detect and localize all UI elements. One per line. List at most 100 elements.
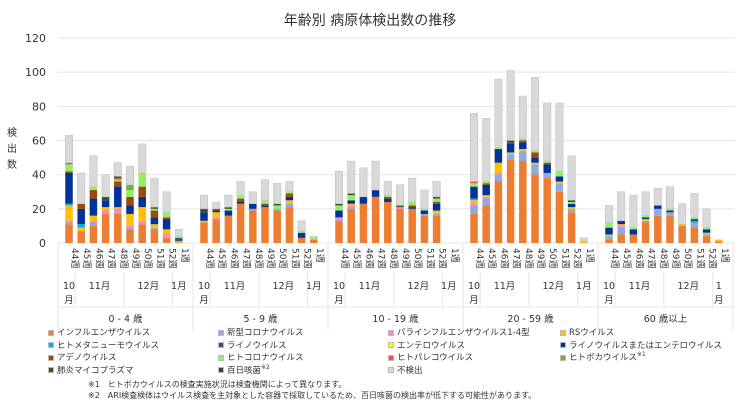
- x-tick-label: 51週: [424, 248, 435, 268]
- legend-swatch: [560, 329, 566, 336]
- bar-segment: [506, 154, 515, 160]
- bar-segment: [543, 172, 551, 179]
- bar-segment: [101, 174, 110, 198]
- month-label: 12月: [137, 281, 160, 292]
- bar-segment: [114, 181, 122, 187]
- legend-item: 新型コロナウイルス: [218, 326, 304, 338]
- x-tick-label: 52週: [302, 248, 313, 268]
- bar-segment: [678, 224, 686, 226]
- bar-segment: [555, 183, 564, 192]
- legend: インフルエンザウイルス 新型コロナウイルス パラインフルエンザウイルス1-4型 RSウ…: [0, 326, 740, 376]
- legend-label: ヒトパレコウイルス: [397, 353, 474, 363]
- bar-segment: [678, 225, 686, 243]
- legend-item: 百日咳菌※2: [218, 364, 270, 376]
- bar-segment: [77, 224, 85, 228]
- month-label: 1月: [171, 281, 187, 292]
- month-label: 1月: [441, 281, 457, 292]
- bar-segment: [126, 213, 134, 226]
- x-tick-label: 48週: [658, 248, 669, 268]
- x-tick-label: 44週: [69, 248, 80, 268]
- legend-item: ヒトコロナウイルス: [218, 351, 304, 363]
- bar-segment: [384, 198, 392, 202]
- bar-segment: [212, 212, 220, 218]
- bar-segment: [690, 220, 699, 223]
- bar-segment: [261, 200, 269, 204]
- x-tick-label: 52週: [572, 248, 583, 268]
- bar-segment: [212, 217, 220, 220]
- bar-segment: [114, 178, 122, 180]
- bar-segment: [138, 224, 146, 243]
- bar-segment: [335, 210, 343, 218]
- legend-swatch: [218, 329, 224, 336]
- x-tick-label: 50週: [277, 248, 288, 268]
- bar-segment: [77, 231, 85, 243]
- x-tick-label: 49週: [265, 248, 276, 268]
- x-tick-label: 51週: [154, 248, 165, 268]
- legend-note: ※1: [637, 351, 646, 359]
- bar-segment: [470, 213, 478, 243]
- bar-segment: [261, 203, 269, 206]
- bar-segment: [371, 160, 380, 191]
- legend-label: ヒトコロナウイルス: [227, 353, 304, 363]
- bar-segment: [236, 202, 245, 204]
- x-tick-label: 50週: [682, 248, 693, 268]
- bar-segment: [150, 224, 159, 228]
- bar-segment: [297, 231, 306, 233]
- x-tick-label: 47週: [241, 248, 252, 268]
- month-label: 1月: [576, 281, 592, 292]
- bar-segment: [702, 234, 711, 237]
- bar-segment: [162, 219, 171, 230]
- bar-segment: [89, 225, 98, 243]
- bar-segment: [567, 155, 576, 201]
- x-tick-label: 46週: [633, 248, 644, 268]
- bar-segment: [629, 234, 638, 243]
- bar-segment: [482, 183, 490, 185]
- bar-segment: [347, 200, 355, 204]
- x-tick-label: 48週: [118, 248, 129, 268]
- bar-segment: [506, 159, 515, 243]
- bar-segment: [101, 213, 110, 243]
- bar-segment: [555, 191, 564, 243]
- bar-segment: [494, 174, 503, 182]
- bar-segment: [65, 135, 73, 163]
- bar-segment: [224, 207, 233, 209]
- bar-segment: [174, 229, 183, 237]
- bar-segment: [531, 157, 539, 163]
- bar-segment: [150, 210, 159, 218]
- bar-segment: [482, 196, 490, 199]
- x-tick-label: 50週: [412, 248, 423, 268]
- bar-segment: [605, 227, 613, 235]
- bar-segment: [531, 152, 539, 158]
- legend-label: アデノウイルス: [57, 353, 117, 363]
- bar-segment: [236, 181, 245, 196]
- bar-segment: [150, 227, 159, 230]
- bar-segment: [138, 172, 146, 187]
- legend-swatch: [388, 367, 394, 373]
- bar-segment: [494, 162, 503, 173]
- x-tick-label: 49週: [400, 248, 411, 268]
- bar-segment: [519, 161, 527, 243]
- legend-item: エンテロウイルス: [388, 339, 465, 351]
- x-tick-label: 44週: [204, 248, 215, 268]
- bar-segment: [482, 195, 490, 197]
- bar-segment: [494, 78, 503, 148]
- bar-segment: [641, 191, 650, 216]
- x-tick-label: 52週: [437, 248, 448, 268]
- x-tick-label: 45週: [216, 248, 227, 268]
- bar-segment: [150, 229, 159, 243]
- bar-segment: [236, 198, 245, 202]
- bar-segment: [224, 194, 233, 208]
- bar-segment: [212, 201, 221, 210]
- bar-segment: [236, 195, 245, 199]
- x-tick-label: 49週: [535, 248, 546, 268]
- legend-label: 肺炎マイコプラズマ: [57, 365, 134, 376]
- bar-segment: [285, 196, 294, 201]
- legend-label: ライノウイルスまたはエンテロウイルス: [569, 340, 723, 351]
- bar-segment: [408, 202, 416, 206]
- bar-segment: [432, 203, 441, 211]
- legend-label: ヒトボカウイルス: [569, 353, 638, 363]
- bar-segment: [432, 196, 441, 199]
- bar-segment: [175, 241, 183, 243]
- bar-segment: [617, 227, 625, 235]
